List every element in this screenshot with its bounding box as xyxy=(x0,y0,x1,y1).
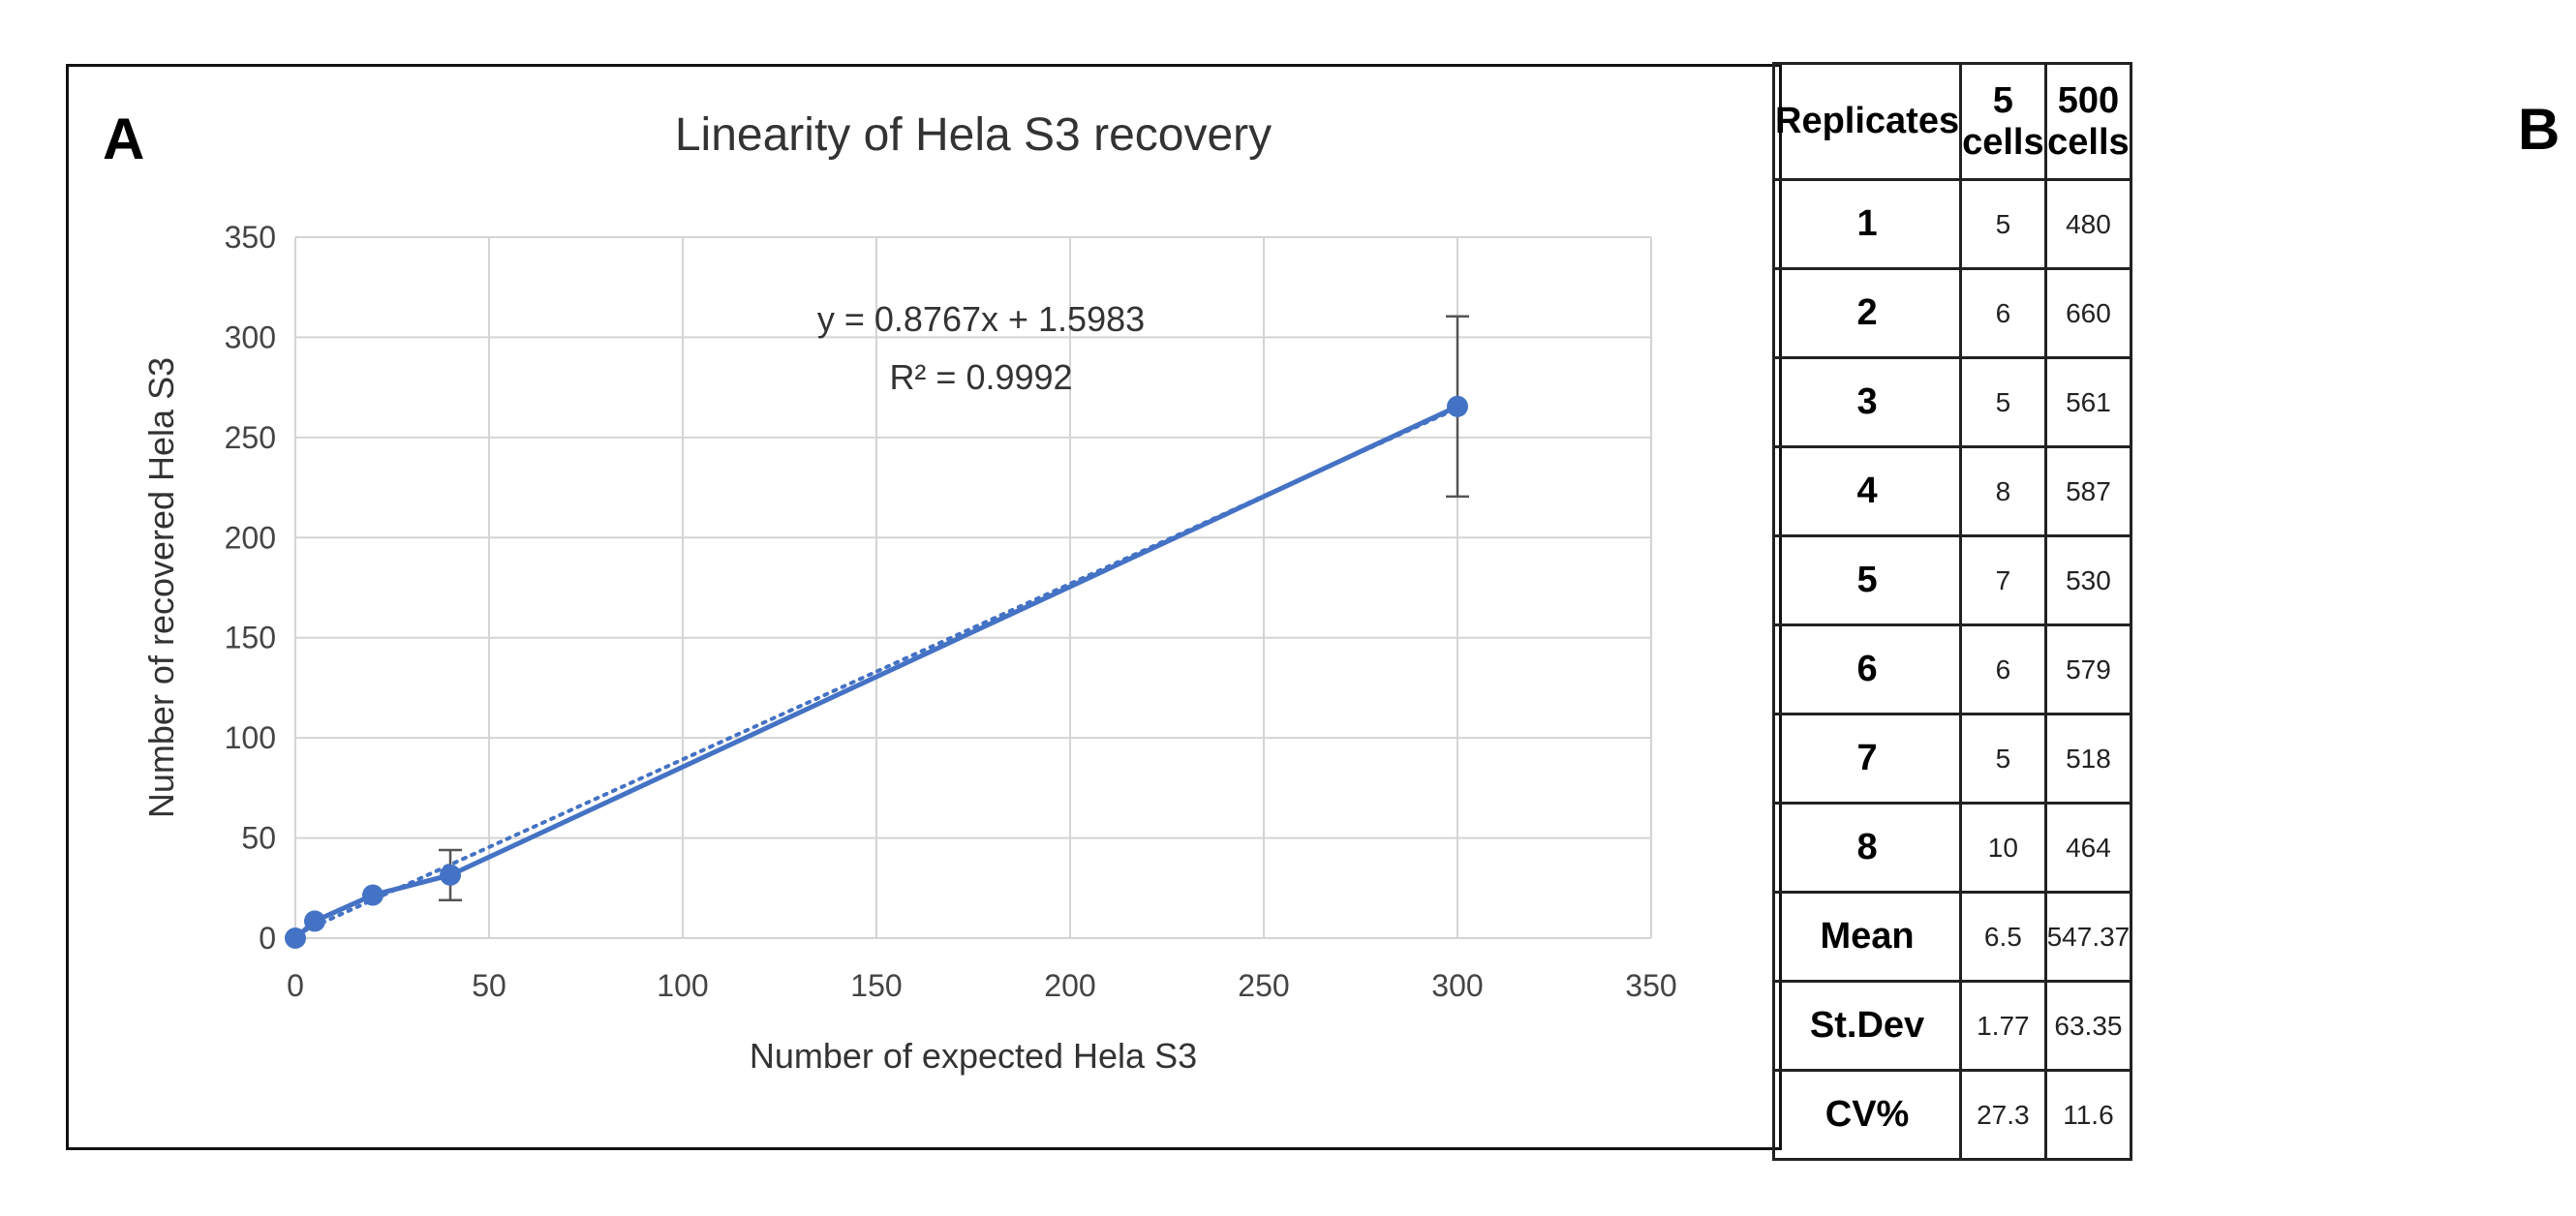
y-tick-label: 250 xyxy=(225,420,276,455)
table-cell: 6 xyxy=(1959,267,2047,359)
table-row: CV% 27.3 11.6 xyxy=(1771,1069,2133,1161)
panel-label-a: A xyxy=(103,106,145,171)
x-tick-label: 50 xyxy=(472,968,506,1003)
table-cell: 547.37 xyxy=(2043,891,2133,983)
table-header-cell: Replicates xyxy=(1771,62,1963,181)
y-tick-label: 100 xyxy=(225,720,276,755)
replicates-table: Replicates 5 cells 500 cells 1 5 480 2 6 660 3 5 5… xyxy=(1771,62,2133,1161)
x-tick-label: 0 xyxy=(287,968,304,1003)
y-tick-label: 50 xyxy=(241,821,276,856)
table-row-label: CV% xyxy=(1771,1069,1963,1161)
table-row-label: 5 xyxy=(1771,534,1963,626)
table-row: 8 10 464 xyxy=(1771,802,2133,894)
x-tick-label: 100 xyxy=(657,968,708,1003)
table-row-label: 1 xyxy=(1771,178,1963,270)
table-cell: 10 xyxy=(1959,802,2047,894)
table-row: 1 5 480 xyxy=(1771,178,2133,270)
table-row-label: St.Dev xyxy=(1771,980,1963,1072)
table-cell: 8 xyxy=(1959,445,2047,537)
table-cell: 530 xyxy=(2043,534,2133,626)
table-row: 3 5 561 xyxy=(1771,356,2133,448)
table-cell: 587 xyxy=(2043,445,2133,537)
panel-label-b: B xyxy=(2518,97,2561,162)
table-header-cell: 500 cells xyxy=(2043,62,2133,181)
data-point xyxy=(1447,395,1468,417)
table-cell: 5 xyxy=(1959,356,2047,448)
y-tick-label: 300 xyxy=(225,319,276,354)
table-row: 2 6 660 xyxy=(1771,267,2133,359)
table-cell: 6.5 xyxy=(1959,891,2047,983)
table-cell: 5 xyxy=(1959,178,2047,270)
table-cell: 480 xyxy=(2043,178,2133,270)
r-squared-label: R² = 0.9992 xyxy=(889,357,1072,397)
table-cell: 518 xyxy=(2043,713,2133,805)
x-tick-label: 300 xyxy=(1431,968,1483,1003)
table-row-label: 6 xyxy=(1771,623,1963,715)
table-cell: 27.3 xyxy=(1959,1069,2047,1161)
table-cell: 63.35 xyxy=(2043,980,2133,1072)
table-cell: 7 xyxy=(1959,534,2047,626)
x-tick-label: 350 xyxy=(1625,968,1676,1003)
table-row-label: 3 xyxy=(1771,356,1963,448)
table-row: St.Dev 1.77 63.35 xyxy=(1771,980,2133,1072)
table-cell: 1.77 xyxy=(1959,980,2047,1072)
table-row-label: 4 xyxy=(1771,445,1963,537)
chart-title: Linearity of Hela S3 recovery xyxy=(675,109,1272,161)
y-axis-label: Number of recovered Hela S3 xyxy=(141,357,181,818)
trendline xyxy=(293,406,1459,937)
table-row: 5 7 530 xyxy=(1771,534,2133,626)
table-cell: 579 xyxy=(2043,623,2133,715)
table-cell: 660 xyxy=(2043,267,2133,359)
x-tick-label: 200 xyxy=(1044,968,1095,1003)
chart-panel: Linearity of Hela S3 recovery 0 50 100 150 20… xyxy=(66,64,1782,1150)
x-tick-label: 150 xyxy=(850,968,902,1003)
x-axis-label: Number of expected Hela S3 xyxy=(750,1036,1197,1076)
table-row: 4 8 587 xyxy=(1771,445,2133,537)
y-tick-label: 350 xyxy=(225,220,276,255)
table-row-label: Mean xyxy=(1771,891,1963,983)
table-header-cell: 5 cells xyxy=(1959,62,2047,181)
data-point xyxy=(304,910,325,932)
data-point xyxy=(362,884,383,906)
table-cell: 561 xyxy=(2043,356,2133,448)
data-point xyxy=(440,864,461,886)
table-row: 6 6 579 xyxy=(1771,623,2133,715)
trendline-equation: y = 0.8767x + 1.5983 xyxy=(817,299,1145,339)
y-tick-label: 150 xyxy=(225,621,276,655)
table-row-label: 8 xyxy=(1771,802,1963,894)
y-tick-label: 0 xyxy=(259,921,276,956)
y-tick-label: 200 xyxy=(225,520,276,555)
table-header-row: Replicates 5 cells 500 cells xyxy=(1771,62,2133,181)
table-row-label: 7 xyxy=(1771,713,1963,805)
table-row: 7 5 518 xyxy=(1771,713,2133,805)
table-row-label: 2 xyxy=(1771,267,1963,359)
table-cell: 464 xyxy=(2043,802,2133,894)
table-cell: 11.6 xyxy=(2043,1069,2133,1161)
table-row: Mean 6.5 547.37 xyxy=(1771,891,2133,983)
table-cell: 6 xyxy=(1959,623,2047,715)
table-cell: 5 xyxy=(1959,713,2047,805)
x-tick-label: 250 xyxy=(1238,968,1289,1003)
chart-svg: Linearity of Hela S3 recovery 0 50 100 150 20… xyxy=(141,109,1677,1076)
data-point xyxy=(285,927,306,949)
